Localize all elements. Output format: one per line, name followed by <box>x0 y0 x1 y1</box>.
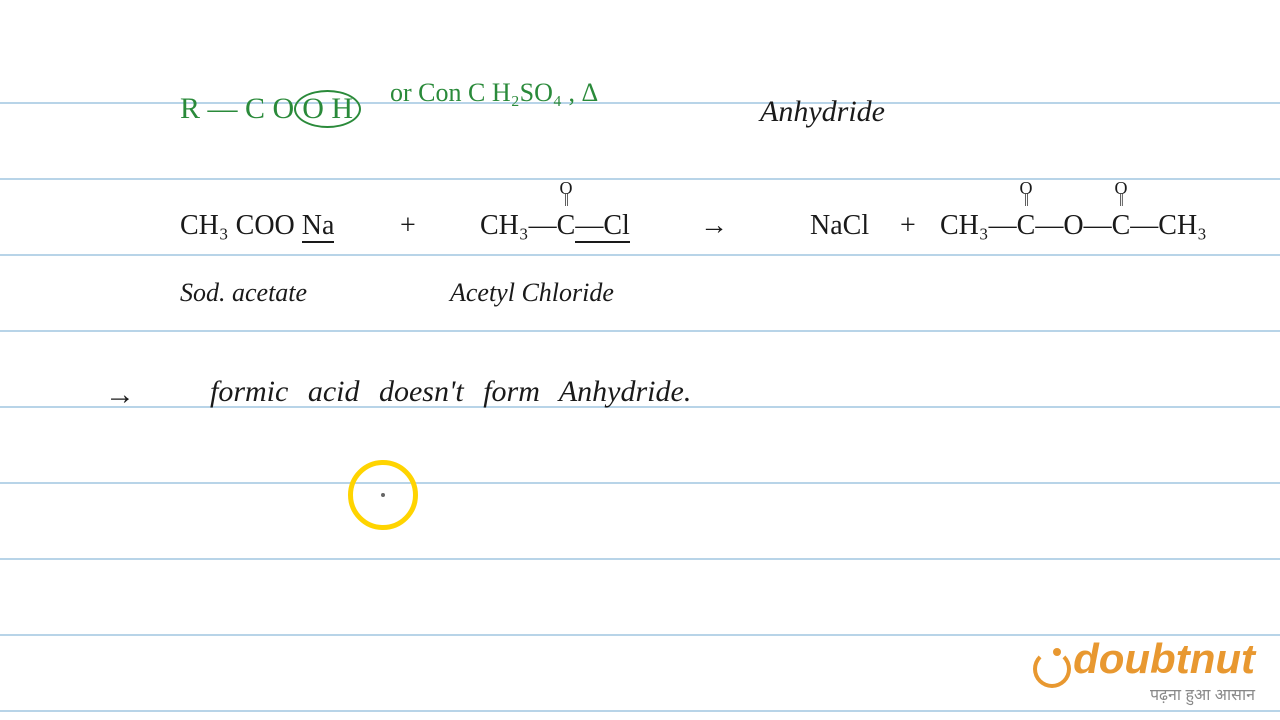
logo-brand-text: doubtnut <box>1073 635 1255 682</box>
plus-sign-2: + <box>900 210 916 242</box>
reaction-condition: or Con C H₂SO₄ , Δ <box>390 78 598 108</box>
product-nacl: NaCl <box>810 210 869 242</box>
carbonyl-1: O || C <box>557 210 576 242</box>
coo-part: — C O <box>208 92 295 125</box>
dbl-bond-1: || <box>564 192 568 208</box>
doubtnut-logo: doubtnut पढ़ना हुआ आसान <box>1033 635 1255 705</box>
cl-underlined: —Cl <box>575 210 629 243</box>
formula-rcooh: R — C OO H <box>180 90 361 128</box>
dbl-bond-3: || <box>1119 192 1123 208</box>
c-atom-2: C <box>1017 210 1036 241</box>
highlight-dot <box>381 493 385 497</box>
dbl-bond-2: || <box>1024 192 1028 208</box>
anhydride-label: Anhydride <box>760 95 885 129</box>
carbonyl-2: O || C <box>1017 210 1036 242</box>
logo-brand-row: doubtnut <box>1033 635 1255 688</box>
highlight-circle <box>348 460 418 530</box>
label-acetyl-chloride: Acetyl Chloride <box>450 278 614 308</box>
c-atom-3: C <box>1112 210 1131 241</box>
reactant-sodium-acetate: CH₃ COO Na <box>180 210 334 242</box>
carbonyl-3: O || C <box>1112 210 1131 242</box>
note-arrow: → <box>105 378 135 412</box>
oh-circled: O H <box>294 90 361 128</box>
product-acetic-anhydride: CH₃— O || C —O— O || C —CH₃ <box>940 210 1207 242</box>
logo-icon <box>1033 650 1071 688</box>
ch3-right: —CH₃ <box>1130 210 1207 241</box>
label-sod-acetate: Sod. acetate <box>180 278 307 308</box>
reaction-arrow: → <box>700 210 728 242</box>
ch3-part: CH₃— <box>480 210 557 241</box>
ch3coo-text: CH₃ COO <box>180 210 295 241</box>
r-part: R <box>180 92 200 125</box>
c-atom-1: C <box>557 210 576 241</box>
plus-sign-1: + <box>400 210 416 242</box>
note-text: formic acid doesn't form Anhydride. <box>210 375 691 409</box>
na-underlined: Na <box>302 210 335 243</box>
reactant-acetyl-chloride: CH₃— O || C —Cl <box>480 210 630 242</box>
ch3-left: CH₃— <box>940 210 1017 241</box>
o-bridge: —O— <box>1035 210 1111 241</box>
content-layer: R — C OO H or Con C H₂SO₄ , Δ Anhydride … <box>0 0 1280 720</box>
